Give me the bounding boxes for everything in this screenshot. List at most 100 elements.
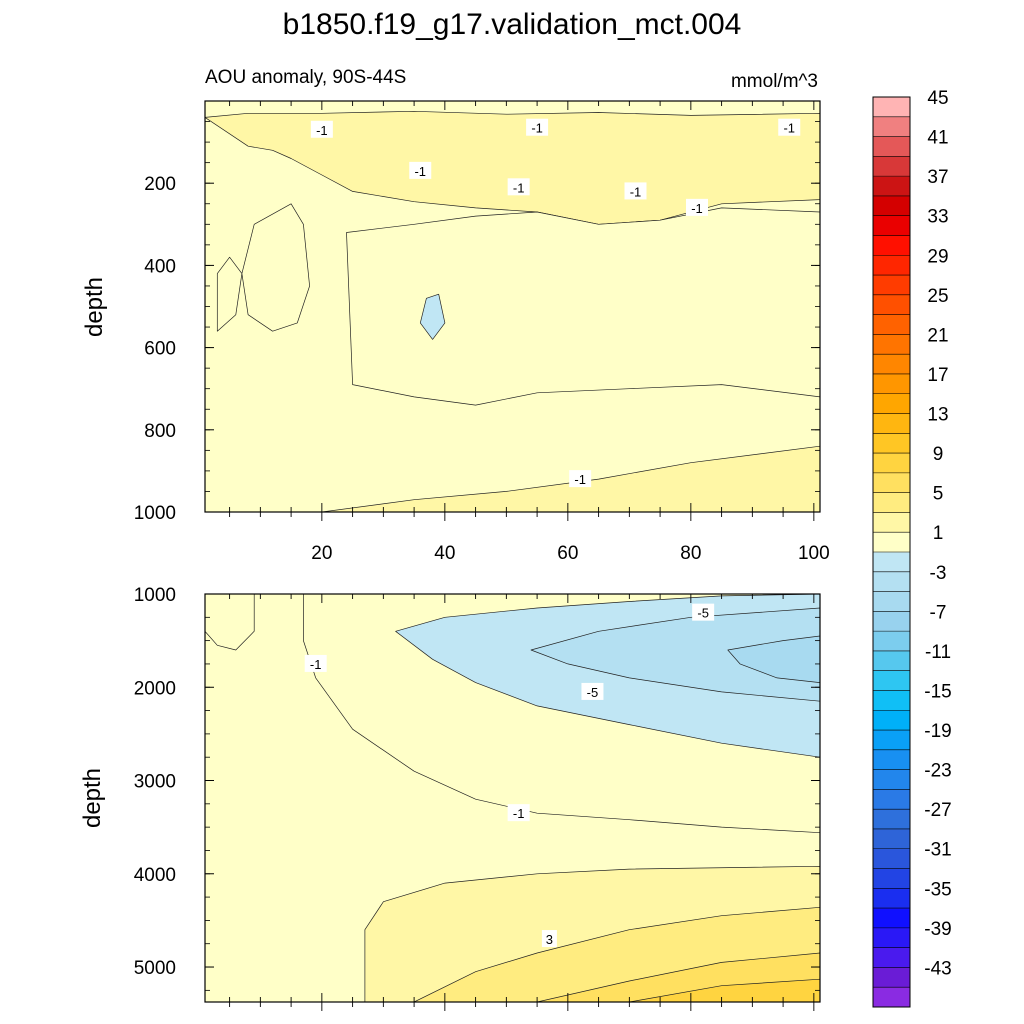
colorbar-swatch-13 bbox=[873, 730, 910, 751]
colorbar-swatch-32 bbox=[873, 354, 910, 375]
top-x-tick-label-2: 60 bbox=[557, 543, 578, 564]
colorbar-swatch-24 bbox=[873, 512, 910, 533]
colorbar-swatch-36 bbox=[873, 275, 910, 296]
colorbar-swatch-20 bbox=[873, 591, 910, 612]
top-y-tick-label-1: 400 bbox=[144, 256, 176, 277]
top-y-axis: 200 400 600 800 1000 bbox=[134, 100, 820, 524]
colorbar-swatch-9 bbox=[873, 809, 910, 830]
colorbar-frame bbox=[872, 96, 911, 1008]
colorbar-swatch-26 bbox=[873, 472, 910, 493]
colorbar-swatch-31 bbox=[873, 373, 910, 395]
colorbar-swatch-3 bbox=[873, 927, 910, 948]
colorbar-swatch-45 bbox=[873, 97, 910, 118]
colorbar-swatch-41 bbox=[873, 176, 910, 197]
colorbar-swatch-25 bbox=[873, 492, 910, 513]
bottom-contour-label-bg-4 bbox=[541, 930, 557, 948]
bottom-contour-region-8 bbox=[628, 978, 820, 1002]
top-contour-label-bg-2 bbox=[778, 118, 801, 136]
top-x-tick-label-1: 40 bbox=[434, 543, 455, 564]
colorbar-swatch-4 bbox=[873, 908, 910, 929]
colorbar-label-22: 45 bbox=[927, 88, 948, 109]
colorbar-label-10: -3 bbox=[930, 563, 947, 584]
top-y-tick-label-2: 600 bbox=[144, 339, 176, 360]
chart-title: b1850.f19_g17.validation_mct.004 bbox=[283, 8, 742, 41]
top-contour-label-bg-3 bbox=[409, 161, 432, 179]
colorbar-swatch-35 bbox=[873, 294, 910, 315]
top-contour-label-7: -1 bbox=[574, 472, 586, 487]
colorbar-label-15: 17 bbox=[927, 365, 948, 386]
colorbar-swatch-27 bbox=[873, 453, 910, 474]
colorbar-label-9: -7 bbox=[930, 602, 947, 623]
top-contour-label-0: -1 bbox=[316, 123, 328, 138]
bottom-y-tick-label-2: 3000 bbox=[134, 772, 176, 793]
colorbar-label-18: 29 bbox=[927, 246, 948, 267]
colorbar-swatch-11 bbox=[873, 769, 910, 790]
colorbar-swatch-23 bbox=[873, 532, 910, 553]
colorbar-label-6: -19 bbox=[924, 721, 951, 742]
top-panel: -1 -1 -1 -1 -1 -1 -1 -1 200 400 600 800 1000 20 40 60… bbox=[81, 100, 830, 564]
bottom-contour-region-3 bbox=[727, 635, 820, 683]
colorbar-swatch-8 bbox=[873, 828, 910, 850]
bottom-y-tick-label-4: 5000 bbox=[134, 958, 176, 979]
bottom-y-tick-label-3: 4000 bbox=[134, 865, 176, 886]
top-contour-label-bg-0 bbox=[310, 120, 333, 138]
bottom-contour-fields bbox=[205, 594, 820, 1002]
colorbar-swatch-42 bbox=[873, 156, 910, 177]
colorbar-swatch-29 bbox=[873, 413, 910, 434]
top-contour-label-4: -1 bbox=[513, 180, 525, 195]
colorbar-swatch-19 bbox=[873, 611, 910, 632]
colorbar-swatch-38 bbox=[873, 235, 910, 256]
top-contour-label-bg-5 bbox=[624, 182, 647, 200]
bottom-contour-label-bg-1 bbox=[692, 603, 715, 621]
top-x-axis: 20 40 60 80 100 bbox=[229, 101, 830, 564]
bottom-contour-label-bg-3 bbox=[507, 804, 530, 822]
colorbar-label-21: 41 bbox=[927, 128, 948, 149]
colorbar-label-11: 1 bbox=[933, 523, 944, 544]
bottom-y-tick-label-1: 2000 bbox=[134, 678, 176, 699]
bottom-contour-label-0: -1 bbox=[310, 657, 322, 672]
colorbar-swatch-7 bbox=[873, 848, 910, 869]
bottom-contour-region-4 bbox=[205, 594, 255, 651]
colorbar-label-1: -39 bbox=[924, 919, 951, 940]
colorbar-label-2: -35 bbox=[924, 879, 951, 900]
colorbar-swatch-33 bbox=[873, 334, 910, 355]
colorbar-swatch-0 bbox=[873, 987, 910, 1008]
top-contour-label-bg-6 bbox=[686, 198, 708, 216]
colorbar-swatch-40 bbox=[873, 195, 910, 216]
top-contour-region-3 bbox=[241, 203, 310, 332]
bottom-contour-label-bg-2 bbox=[581, 682, 604, 700]
top-contour-label-2: -1 bbox=[783, 121, 795, 136]
bottom-contour-label-4: 3 bbox=[546, 932, 553, 947]
colorbar-swatch-39 bbox=[873, 215, 910, 236]
bottom-contour-label-2: -5 bbox=[587, 685, 599, 700]
units-label: mmol/m^3 bbox=[731, 71, 818, 92]
colorbar-swatch-5 bbox=[873, 888, 910, 909]
bottom-contour-region-2 bbox=[530, 607, 820, 702]
top-contour-region-1 bbox=[321, 445, 820, 512]
top-y-tick-label-0: 200 bbox=[144, 174, 176, 195]
colorbar-label-8: -11 bbox=[925, 642, 951, 663]
top-contour-label-bg-1 bbox=[526, 118, 549, 136]
colorbar-swatch-37 bbox=[873, 255, 910, 276]
top-contour-region-4 bbox=[346, 207, 820, 406]
colorbar-swatch-14 bbox=[873, 710, 910, 731]
colorbar-label-3: -31 bbox=[924, 840, 951, 861]
colorbar-swatch-30 bbox=[873, 393, 910, 414]
top-contour-label-5: -1 bbox=[630, 184, 642, 199]
colorbar-swatch-15 bbox=[873, 690, 910, 711]
bottom-x-axis bbox=[229, 594, 815, 1011]
bottom-contour-labels: -1 -5 -5 -1 3 bbox=[304, 603, 715, 948]
top-y-tick-label-4: 1000 bbox=[134, 503, 176, 524]
bottom-contour-label-3: -1 bbox=[513, 806, 525, 821]
top-contour-label-1: -1 bbox=[531, 121, 543, 136]
bottom-plot-frame bbox=[204, 593, 821, 1003]
top-x-tick-label-0: 20 bbox=[311, 543, 332, 564]
top-contour-region-2 bbox=[216, 256, 243, 332]
colorbar-label-13: 9 bbox=[933, 444, 944, 465]
top-contour-label-3: -1 bbox=[414, 164, 426, 179]
colorbar-label-12: 5 bbox=[933, 484, 944, 505]
colorbar-label-4: -27 bbox=[924, 800, 951, 821]
bottom-contour-label-bg-0 bbox=[304, 654, 327, 672]
chart-subtitle: AOU anomaly, 90S-44S bbox=[205, 67, 406, 88]
